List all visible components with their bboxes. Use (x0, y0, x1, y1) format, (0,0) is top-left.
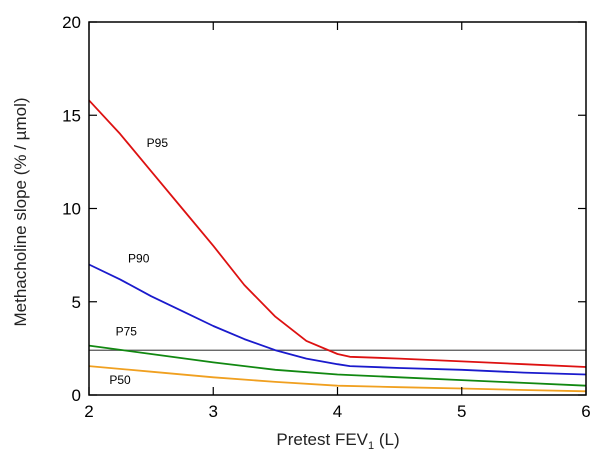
series-line-p95 (88, 99, 587, 368)
x-axis-title: Pretest FEV1 (L) (276, 430, 399, 452)
y-tick-label: 15 (62, 106, 81, 125)
series-label-p75: P75 (116, 324, 138, 338)
y-axis-title: Methacholine slope (% / µmol) (11, 97, 30, 326)
x-tick-label: 2 (84, 402, 93, 421)
axes-frame (88, 21, 587, 396)
series-label-p50: P50 (109, 373, 131, 387)
y-tick-label: 10 (62, 200, 81, 219)
x-axis-title-suffix: (L) (374, 430, 400, 449)
series-label-p95: P95 (147, 136, 169, 150)
series-line-p90 (88, 263, 587, 376)
y-tick-label: 20 (62, 13, 81, 32)
x-axis-title-subscript: 1 (368, 440, 374, 452)
series-line-p75 (88, 344, 587, 387)
x-axis-title-main: Pretest FEV (276, 430, 368, 449)
x-tick-label: 3 (209, 402, 218, 421)
x-tick-label: 5 (457, 402, 466, 421)
plot-area: P95 P90 P75 P50 2 3 4 5 6 0 5 10 15 20 (62, 13, 591, 421)
y-tick-label: 5 (72, 293, 81, 312)
series-line-p50 (88, 365, 587, 393)
y-tick-label: 0 (72, 386, 81, 405)
x-tick-label: 6 (581, 402, 590, 421)
x-tick-label: 4 (333, 402, 342, 421)
series-label-p90: P90 (128, 252, 150, 266)
